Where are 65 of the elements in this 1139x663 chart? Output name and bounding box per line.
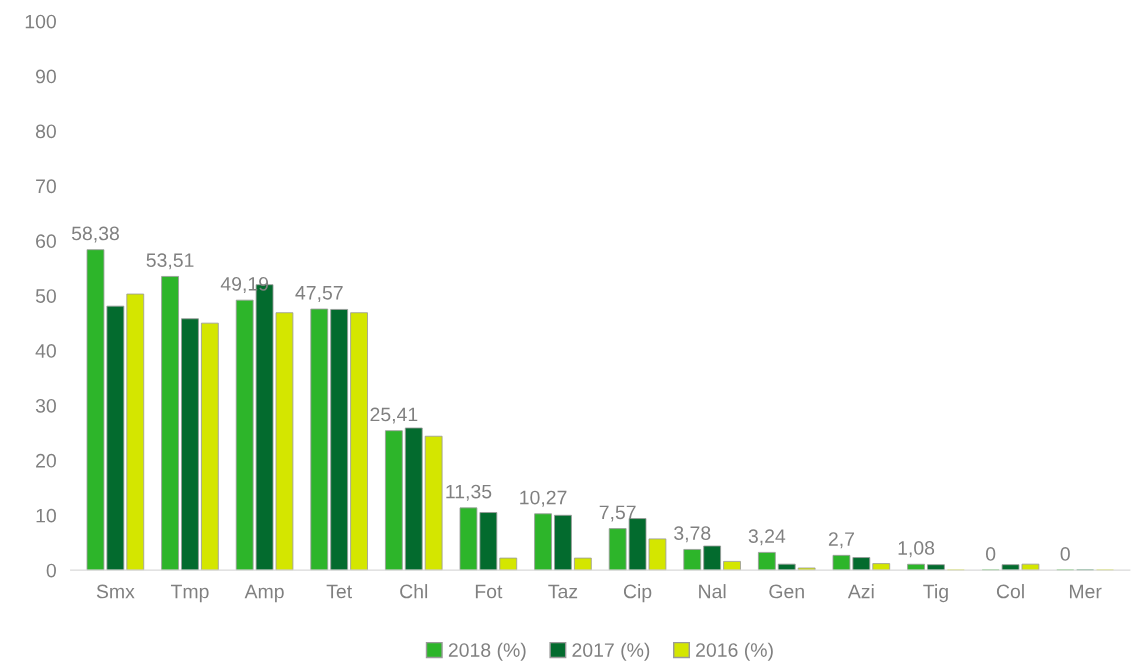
x-tick-label: Mer xyxy=(1069,584,1102,599)
x-tick-label: Cip xyxy=(623,584,652,603)
bar xyxy=(200,322,219,571)
legend-label: 2018 (%) xyxy=(448,642,526,661)
bar xyxy=(683,549,702,571)
bar xyxy=(927,564,945,571)
bar xyxy=(499,557,518,571)
legend-label: 2016 (%) xyxy=(696,642,773,661)
data-label: 53,51 xyxy=(146,253,194,270)
data-label: 7,57 xyxy=(599,505,636,522)
data-label: 11,35 xyxy=(446,484,492,501)
x-tick-label: Chl xyxy=(400,584,428,599)
y-tick-label: 20 xyxy=(36,453,56,468)
legend-label: 2017 (%) xyxy=(572,642,650,661)
y-tick-label: 0 xyxy=(46,563,56,578)
bar xyxy=(350,312,368,571)
x-tick-label: Fot xyxy=(475,584,503,599)
y-tick-label: 90 xyxy=(36,69,56,84)
data-label: 10,27 xyxy=(520,490,567,507)
data-label: 2,7 xyxy=(828,532,854,549)
y-tick-label: 70 xyxy=(36,179,56,194)
data-label: 0 xyxy=(985,547,996,561)
x-tick-label: Smx xyxy=(96,584,135,599)
data-label: 0 xyxy=(1060,547,1070,561)
data-label: 25,41 xyxy=(370,407,418,424)
y-tick-label: 50 xyxy=(35,289,56,303)
x-tick-label: Nal xyxy=(699,584,726,599)
bar xyxy=(554,514,572,571)
bar xyxy=(573,557,592,571)
bar xyxy=(181,318,199,571)
y-tick-label: 10 xyxy=(36,508,56,523)
data-label: 58,38 xyxy=(71,226,119,243)
bar xyxy=(424,435,443,571)
x-tick-label: Amp xyxy=(244,584,284,603)
bar xyxy=(777,563,796,571)
x-tick-label: Taz xyxy=(548,584,578,599)
data-label: 49,19 xyxy=(220,276,269,294)
bar xyxy=(404,427,423,571)
y-tick-label: 40 xyxy=(35,344,56,358)
x-tick-label: Gen xyxy=(769,584,804,599)
data-label: 1,08 xyxy=(898,541,935,558)
x-tick-label: Tmp xyxy=(170,584,209,603)
bar xyxy=(126,293,145,571)
bar xyxy=(330,309,349,571)
y-tick-label: 100 xyxy=(25,14,56,29)
bar xyxy=(872,563,891,571)
data-label: 47,57 xyxy=(295,286,343,302)
bar xyxy=(797,567,816,571)
x-tick-label: Azi xyxy=(847,584,874,599)
y-tick-label: 80 xyxy=(35,124,56,139)
bar xyxy=(534,513,552,571)
bar xyxy=(757,551,776,571)
y-tick-label: 30 xyxy=(35,398,56,413)
bar xyxy=(723,560,741,571)
bar xyxy=(161,276,179,571)
data-label: 3,78 xyxy=(674,526,711,543)
x-tick-label: Tet xyxy=(326,584,352,599)
x-tick-label: Col xyxy=(996,584,1024,599)
data-label: 3,24 xyxy=(748,529,786,546)
bar xyxy=(310,308,329,571)
bar xyxy=(907,563,925,571)
bar xyxy=(385,430,403,571)
x-tick-label: Tig xyxy=(923,584,948,603)
bar xyxy=(703,545,722,571)
y-tick-label: 60 xyxy=(36,234,56,249)
